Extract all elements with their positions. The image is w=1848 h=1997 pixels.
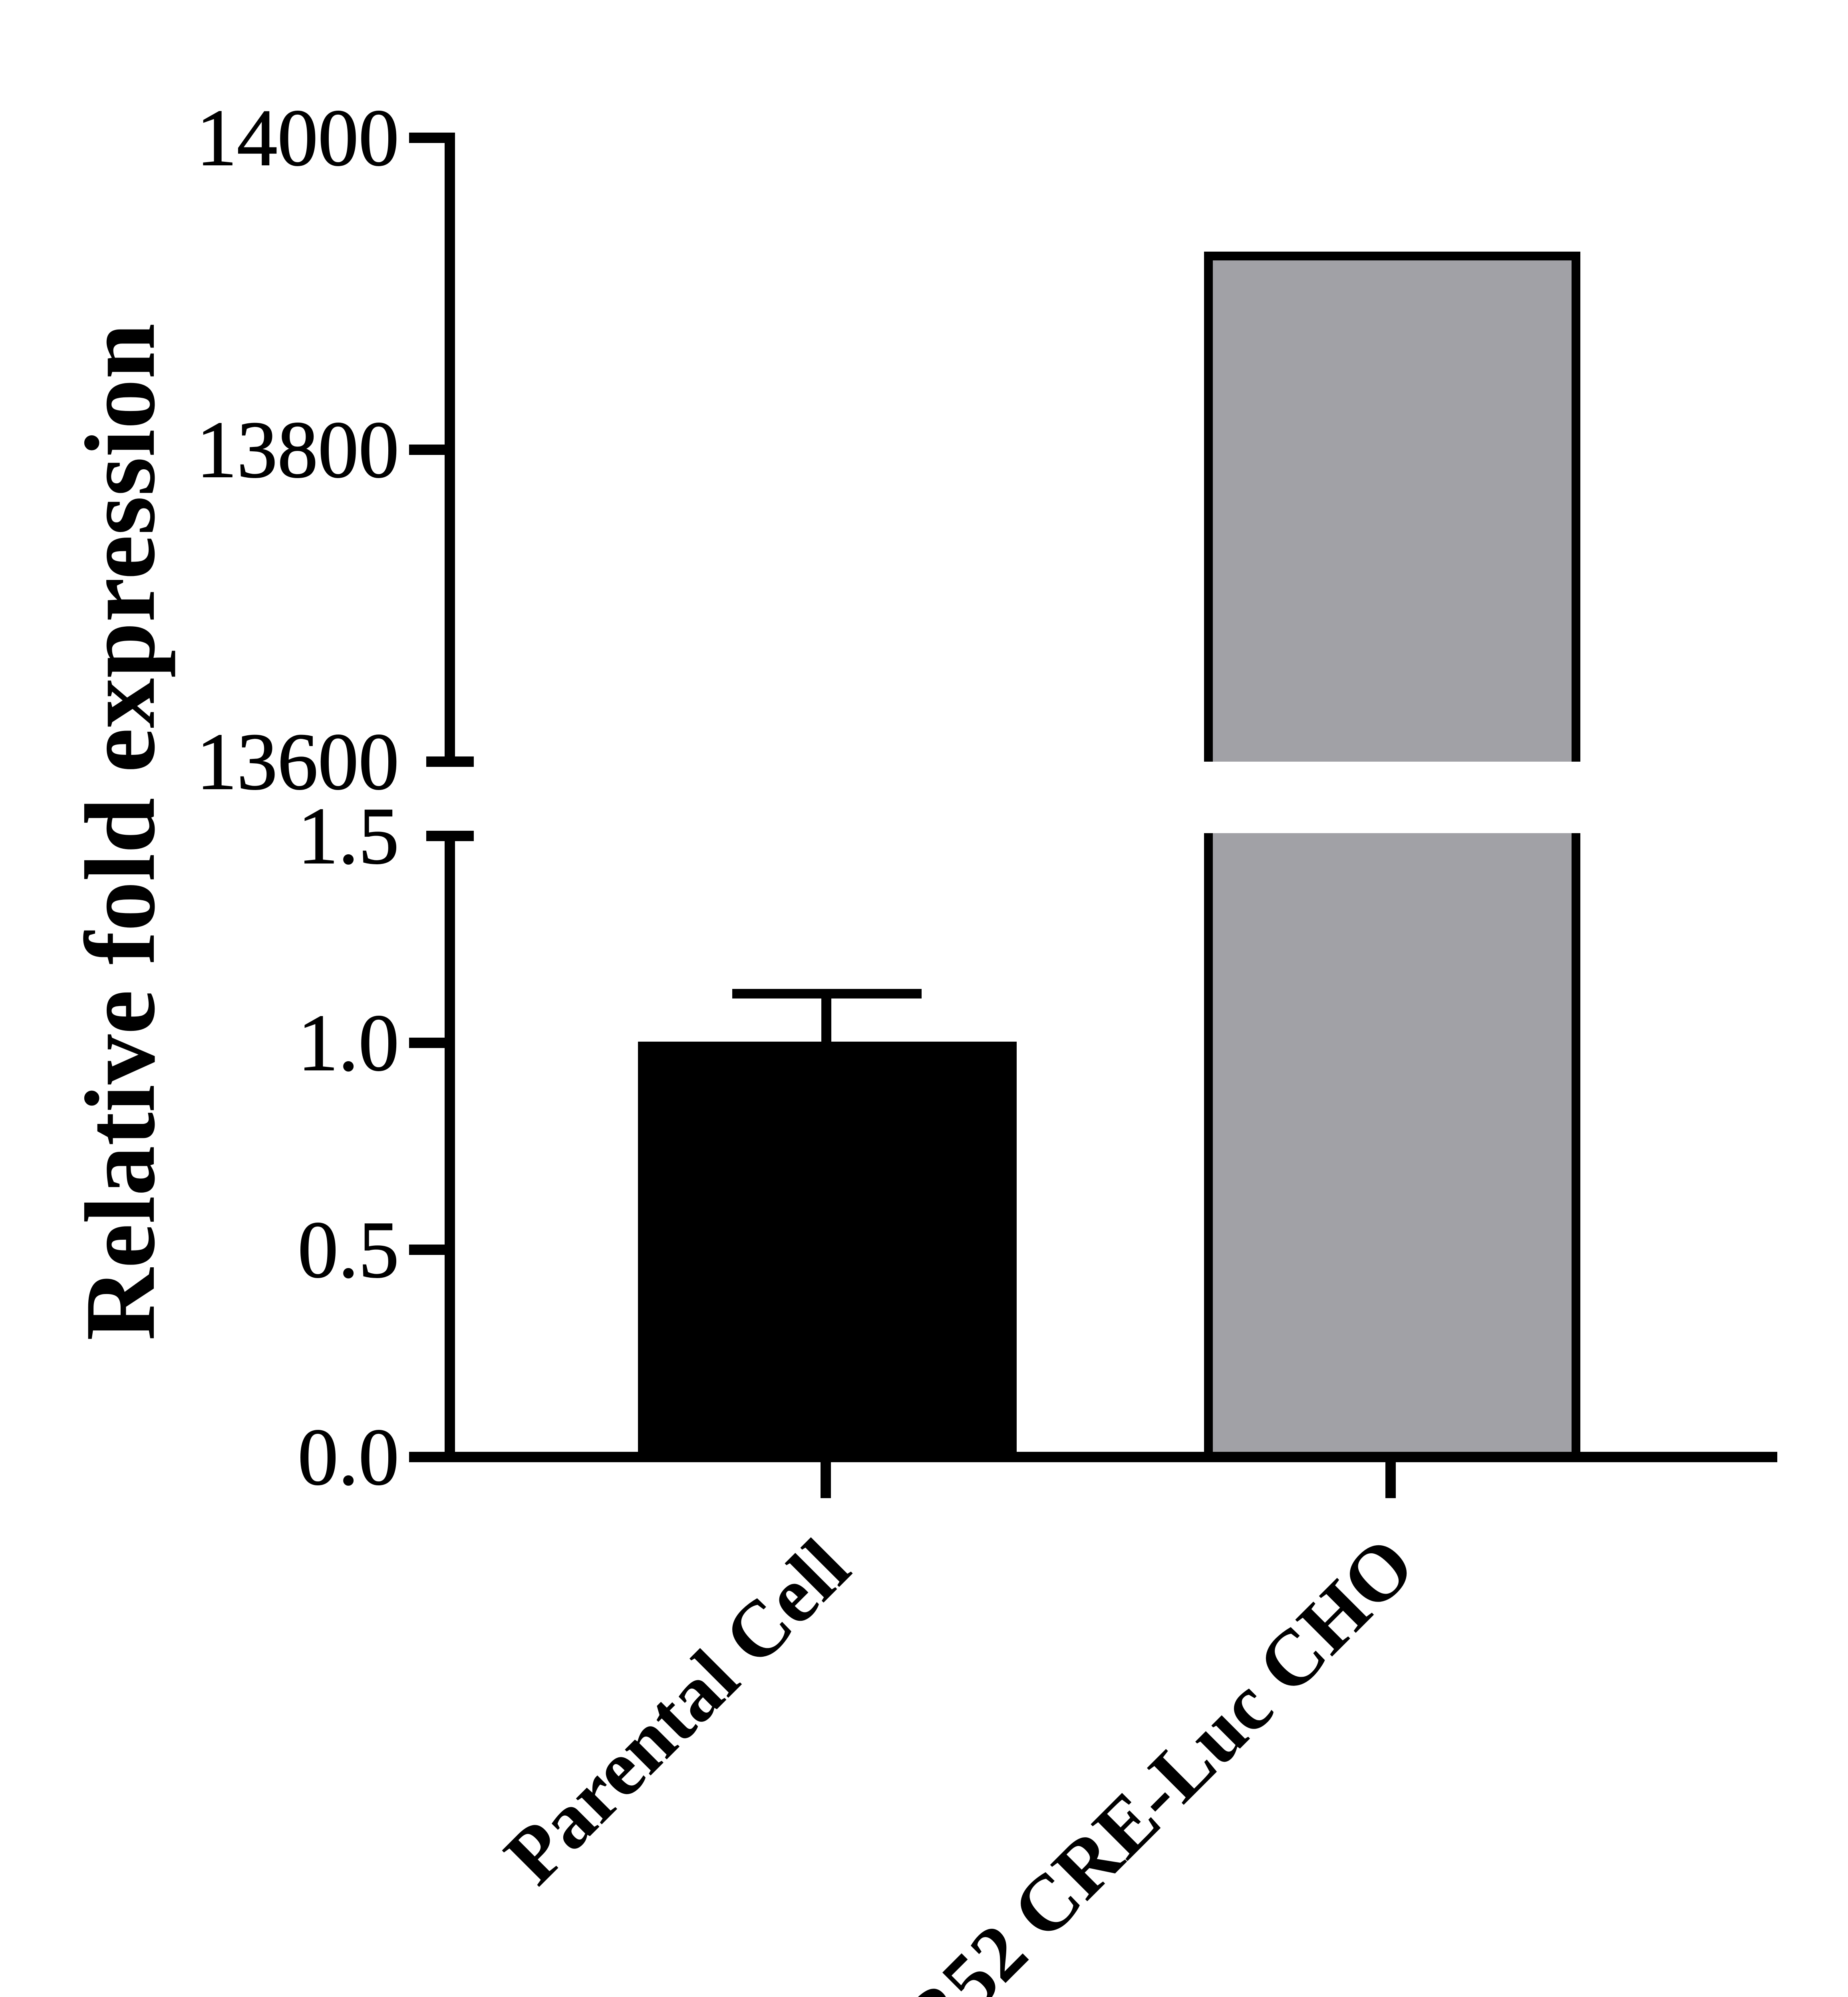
svg-text:Relative fold expression: Relative fold expression bbox=[65, 323, 176, 1340]
svg-text:0.0: 0.0 bbox=[298, 1412, 399, 1502]
svg-text:1.0: 1.0 bbox=[298, 998, 399, 1088]
svg-text:13600: 13600 bbox=[197, 717, 399, 806]
svg-text:14000: 14000 bbox=[197, 93, 399, 183]
svg-text:13800: 13800 bbox=[197, 405, 399, 494]
svg-text:1.5: 1.5 bbox=[298, 791, 399, 881]
svg-text:0.5: 0.5 bbox=[298, 1205, 399, 1294]
